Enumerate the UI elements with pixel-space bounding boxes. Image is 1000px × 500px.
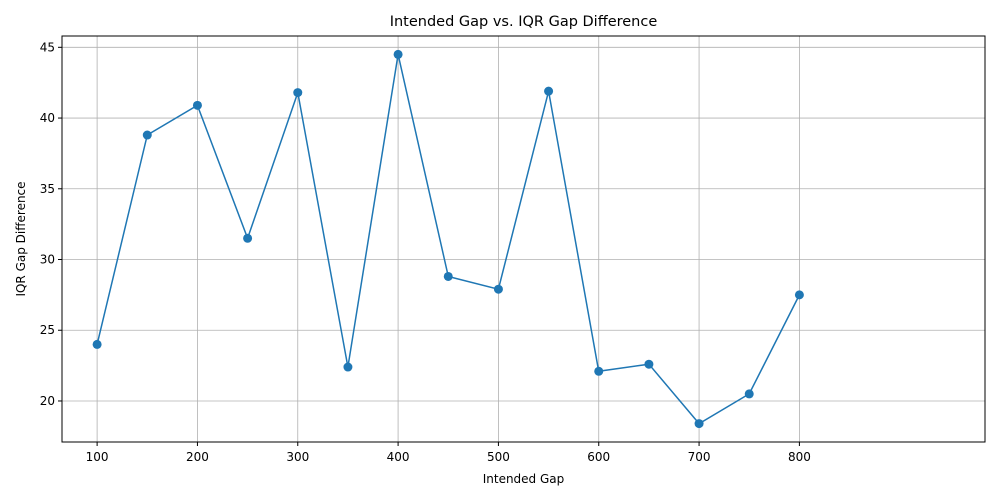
y-tick-label: 20 <box>40 394 55 408</box>
axis-ticks: 100 200 300 400 500 600 700 800 20 25 30 35 40 45 <box>40 40 811 464</box>
data-point <box>594 366 604 376</box>
x-tick-label: 400 <box>387 450 410 464</box>
series-line <box>96 54 801 425</box>
data-point <box>293 88 303 98</box>
x-tick-label: 100 <box>86 450 109 464</box>
data-point <box>92 339 102 349</box>
chart-title: Intended Gap vs. IQR Gap Difference <box>390 14 658 30</box>
data-point <box>343 362 353 372</box>
x-tick-label: 300 <box>286 450 309 464</box>
x-tick-label: 700 <box>688 450 711 464</box>
grid <box>62 36 985 442</box>
data-point <box>192 100 202 110</box>
data-point <box>644 359 654 369</box>
x-tick-label: 200 <box>186 450 209 464</box>
data-point <box>493 284 503 294</box>
data-point <box>393 49 403 59</box>
y-tick-label: 30 <box>40 253 55 267</box>
y-tick-label: 25 <box>40 323 55 337</box>
x-tick-label: 800 <box>788 450 811 464</box>
x-tick-label: 500 <box>487 450 510 464</box>
y-tick-label: 45 <box>40 40 55 54</box>
data-point <box>443 271 453 281</box>
data-point <box>744 389 754 399</box>
data-point <box>694 419 704 429</box>
y-axis-label: IQR Gap Difference <box>14 181 28 296</box>
data-point <box>794 290 804 300</box>
data-point <box>142 130 152 140</box>
x-tick-label: 600 <box>587 450 610 464</box>
y-tick-label: 40 <box>40 111 55 125</box>
series <box>92 49 804 429</box>
y-tick-label: 35 <box>40 182 55 196</box>
data-point <box>544 86 554 96</box>
x-axis-label: Intended Gap <box>483 472 565 486</box>
plot-area-frame <box>61 35 986 443</box>
data-point <box>243 233 253 243</box>
